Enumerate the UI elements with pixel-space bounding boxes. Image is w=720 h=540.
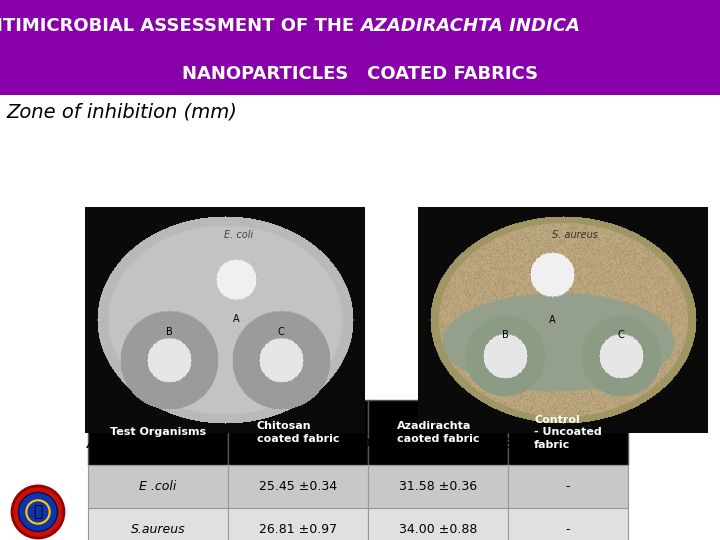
Text: E. coli: E. coli [225,230,253,240]
Text: C :nanoparticles: C :nanoparticles [468,434,614,452]
Text: S.aureus: S.aureus [131,523,185,536]
Text: ANTIMICROBIAL ASSESSMENT OF THE: ANTIMICROBIAL ASSESSMENT OF THE [0,17,360,35]
Bar [368,508,508,540]
Text: AZADIRACHTA INDICA: AZADIRACHTA INDICA [360,17,580,35]
Text: E .coli: E .coli [139,480,176,493]
Bar [368,400,508,465]
Bar [88,465,228,508]
Text: B: B [166,327,172,337]
Text: Chitosan
coated fabric: Chitosan coated fabric [257,421,339,443]
Bar [508,400,628,465]
Text: 🔰: 🔰 [33,504,42,519]
Text: A : uncoated: A : uncoated [87,434,201,452]
Text: Test Organisms: Test Organisms [110,427,206,437]
Bar [368,465,508,508]
Text: NANOPARTICLES   COATED FABRICS: NANOPARTICLES COATED FABRICS [182,65,538,83]
Bar [508,465,628,508]
Bar [228,400,368,465]
Text: Control
- Uncoated
fabric: Control - Uncoated fabric [534,415,602,450]
Bar [88,400,228,465]
Text: Azadirachta
caoted fabric: Azadirachta caoted fabric [397,421,480,443]
Text: -: - [566,523,570,536]
Text: B :  Chitosan: B : Chitosan [288,434,402,452]
Bar [88,508,228,540]
Text: C: C [618,330,624,340]
Bar [228,508,368,540]
Text: 26.81 ±0.97: 26.81 ±0.97 [259,523,337,536]
Bar [228,465,368,508]
Text: A: A [233,314,239,324]
Text: S. aureus: S. aureus [552,230,598,240]
Text: -: - [566,480,570,493]
Text: 31.58 ±0.36: 31.58 ±0.36 [399,480,477,493]
Text: 34.00 ±0.88: 34.00 ±0.88 [399,523,477,536]
Text: C: C [278,327,284,337]
Text: B: B [502,330,508,340]
Circle shape [12,486,64,538]
Text: A: A [549,315,555,325]
FancyBboxPatch shape [0,0,720,94]
Text: Zone of inhibition (mm): Zone of inhibition (mm) [6,103,237,122]
Bar [508,508,628,540]
Text: 25.45 ±0.34: 25.45 ±0.34 [259,480,337,493]
Circle shape [19,492,58,531]
